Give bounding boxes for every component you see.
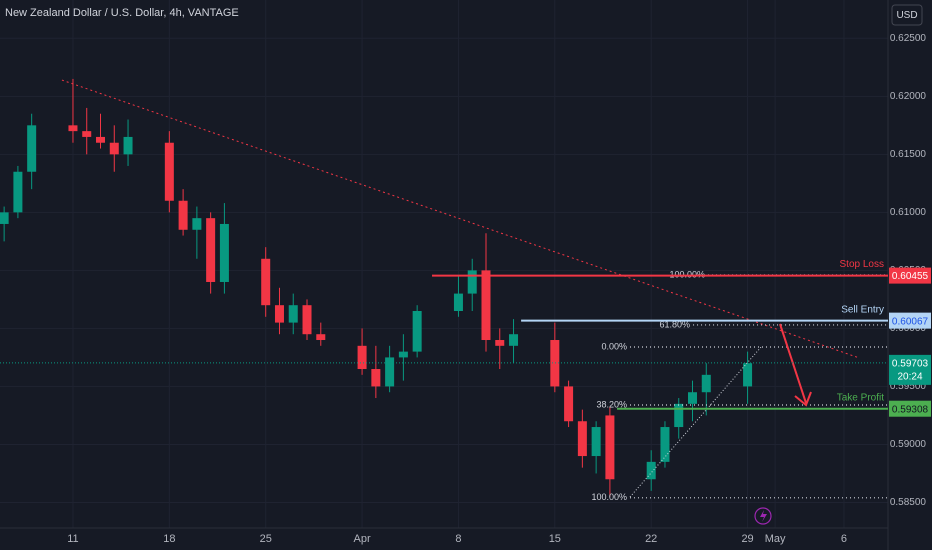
candle-body [288, 305, 298, 323]
candle-body [316, 334, 326, 341]
candle-body [467, 270, 477, 294]
fib-level-label: 0.00% [601, 341, 627, 351]
candle-body [261, 258, 271, 306]
candle-body [453, 293, 463, 311]
level-price-label: 0.59308 [892, 404, 929, 415]
fib-level-label: 100.00% [591, 492, 627, 502]
chart-title: New Zealand Dollar / U.S. Dollar, 4h, VA… [5, 7, 239, 19]
alert-circle[interactable] [754, 507, 772, 525]
fib-level-label: 61.80% [660, 319, 691, 329]
candle-body [412, 310, 422, 352]
x-tick-label: 11 [67, 533, 78, 545]
candle-body [68, 125, 78, 132]
currency-button[interactable] [891, 4, 923, 26]
y-tick-label: 0.58500 [890, 497, 927, 508]
candle-body [96, 136, 106, 143]
alert-icon[interactable] [754, 507, 772, 525]
candle-body [577, 421, 587, 457]
level-name: Stop Loss [840, 259, 884, 270]
candle-body [674, 403, 684, 428]
current-price-box [889, 354, 931, 385]
candle-body [550, 340, 560, 387]
candle-body [605, 415, 615, 480]
currency-label[interactable]: USD [896, 10, 917, 21]
candle-body [371, 369, 381, 387]
candle-body [302, 305, 312, 335]
candle-body [0, 212, 9, 224]
x-tick-label: 25 [260, 533, 272, 545]
candle-body [591, 427, 601, 457]
level-price-label: 0.60455 [892, 271, 929, 282]
candle-body [481, 270, 491, 341]
candle-body [495, 340, 505, 346]
x-tick-label: 15 [549, 533, 561, 545]
arrow-shaft [779, 323, 807, 404]
x-tick-label: 18 [163, 533, 175, 545]
candle-body [660, 427, 670, 462]
x-tick-label: 22 [645, 533, 657, 545]
x-tick-label: 8 [455, 533, 461, 545]
candle-body [13, 171, 23, 213]
level-name: Sell Entry [841, 304, 884, 315]
candle-body [701, 374, 711, 393]
countdown-label: 20:24 [897, 372, 922, 383]
y-tick-label: 0.61500 [890, 149, 927, 160]
candle-body [192, 218, 202, 230]
level-price-box [889, 312, 931, 329]
level-price-label: 0.60067 [892, 316, 929, 327]
candle-body [688, 392, 698, 404]
plot-area [0, 78, 888, 499]
candle-body [564, 386, 574, 422]
trend-line [61, 79, 858, 358]
candle-body [206, 218, 216, 282]
y-tick-label: 0.59500 [890, 381, 927, 392]
current-price-label: 0.59703 [892, 359, 929, 370]
arrow-head [794, 391, 812, 407]
candle-body [178, 200, 188, 230]
level-price-box [889, 267, 931, 284]
y-tick-label: 0.59000 [890, 439, 927, 450]
candle-body [357, 345, 367, 370]
fib-level-label: 38.20% [596, 399, 627, 409]
fib-trend-line [629, 345, 763, 498]
y-tick-label: 0.62500 [890, 33, 927, 44]
candle-body [509, 334, 519, 346]
candle-body [164, 142, 174, 201]
candle-body [646, 461, 656, 480]
y-tick-label: 0.62000 [890, 91, 927, 102]
candle-body [219, 223, 229, 282]
x-tick-label: May [765, 533, 786, 545]
candle-body [274, 305, 284, 323]
fib-level-label: 100.00% [670, 269, 706, 279]
level-name: Take Profit [837, 392, 884, 403]
x-tick-label: Apr [354, 533, 371, 545]
candle-body [109, 142, 119, 155]
candle-body [385, 357, 395, 387]
alert-bolt[interactable] [760, 510, 767, 522]
grid [0, 0, 888, 528]
candle-body [27, 125, 37, 172]
x-tick-label: 6 [841, 533, 847, 545]
y-tick-label: 0.61000 [890, 207, 927, 218]
level-price-box [889, 400, 931, 417]
candle-body [123, 136, 133, 155]
candle-body [743, 363, 753, 387]
x-tick-label: 29 [741, 533, 753, 545]
candle-body [398, 351, 408, 358]
candle-body [82, 131, 92, 137]
arrow [779, 323, 812, 407]
